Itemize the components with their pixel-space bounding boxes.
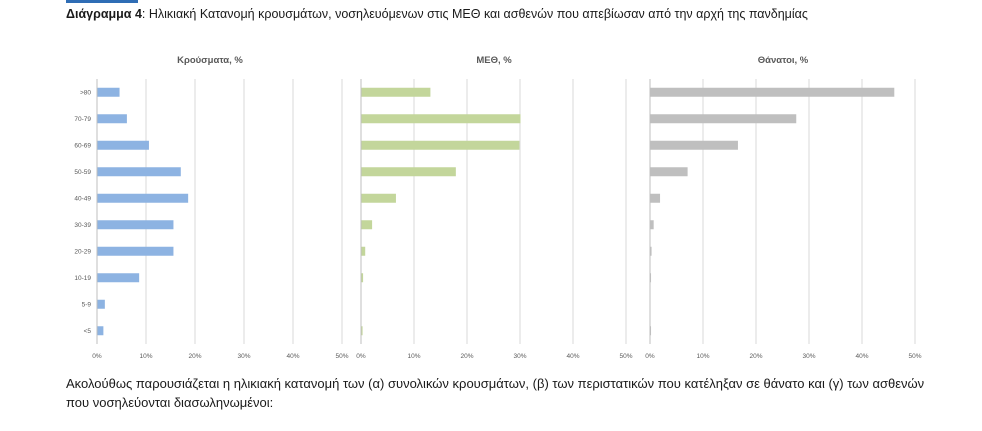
bar — [97, 273, 140, 283]
bar — [361, 87, 431, 97]
category-label: 60-69 — [74, 143, 91, 150]
x-tick-label: 30% — [237, 353, 250, 360]
bar — [361, 114, 521, 124]
x-tick-label: 10% — [139, 353, 152, 360]
x-tick-label: 30% — [802, 353, 815, 360]
bar — [361, 193, 396, 203]
bar — [361, 246, 366, 256]
x-tick-label: 0% — [92, 353, 102, 360]
bar — [650, 114, 797, 124]
chart-title: ΜΕΘ, % — [476, 55, 512, 66]
category-label: 70-79 — [74, 116, 91, 123]
header-accent-line — [66, 0, 138, 3]
category-label: <5 — [84, 328, 92, 335]
bar — [650, 246, 652, 256]
bar — [97, 167, 181, 177]
x-tick-label: 50% — [908, 353, 921, 360]
bar — [97, 114, 127, 124]
bar — [650, 193, 661, 203]
x-tick-label: 40% — [566, 353, 579, 360]
x-tick-label: 0% — [356, 353, 366, 360]
bar — [97, 246, 174, 256]
category-label: 10-19 — [74, 275, 91, 282]
category-label: 20-29 — [74, 249, 91, 256]
x-tick-label: 0% — [645, 353, 655, 360]
x-tick-label: 30% — [513, 353, 526, 360]
x-tick-label: 40% — [855, 353, 868, 360]
bar — [97, 140, 149, 150]
bar — [361, 273, 364, 283]
x-tick-label: 20% — [188, 353, 201, 360]
bar — [361, 140, 520, 150]
figure-caption-label: Διάγραμμα 4 — [66, 7, 142, 21]
bar — [650, 167, 688, 177]
x-tick-label: 20% — [749, 353, 762, 360]
x-tick-label: 40% — [286, 353, 299, 360]
figure-caption: Διάγραμμα 4: Ηλικιακή Κατανομή κρουσμάτω… — [66, 7, 808, 21]
bar — [650, 220, 654, 230]
bar — [97, 220, 174, 230]
x-tick-label: 10% — [696, 353, 709, 360]
x-tick-label: 20% — [460, 353, 473, 360]
bar — [97, 193, 189, 203]
chart-title: Θάνατοι, % — [758, 55, 809, 66]
category-label: 5-9 — [82, 302, 92, 309]
bar — [650, 140, 738, 150]
x-tick-label: 10% — [407, 353, 420, 360]
category-label: >80 — [80, 90, 91, 97]
x-tick-label: 50% — [335, 353, 348, 360]
figure-caption-text: : Ηλικιακή Κατανομή κρουσμάτων, νοσηλευό… — [141, 7, 808, 21]
bar — [650, 273, 652, 283]
category-label: 40-49 — [74, 196, 91, 203]
body-paragraph: Ακολούθως παρουσιάζεται η ηλικιακή καταν… — [66, 376, 925, 410]
bar — [97, 87, 120, 97]
bar — [97, 326, 104, 336]
bar — [361, 326, 363, 336]
chart-title: Κρούσματα, % — [177, 55, 243, 66]
bar — [361, 220, 373, 230]
charts-panel: Κρούσματα, % 0% 10% 20% 30% 40% 50% >80 70-79 60-… — [74, 55, 921, 360]
bar — [650, 326, 652, 336]
bar — [361, 167, 456, 177]
category-label: 50-59 — [74, 169, 91, 176]
category-label: 30-39 — [74, 222, 91, 229]
x-tick-label: 50% — [619, 353, 632, 360]
bar — [650, 87, 895, 97]
bar — [97, 299, 105, 309]
